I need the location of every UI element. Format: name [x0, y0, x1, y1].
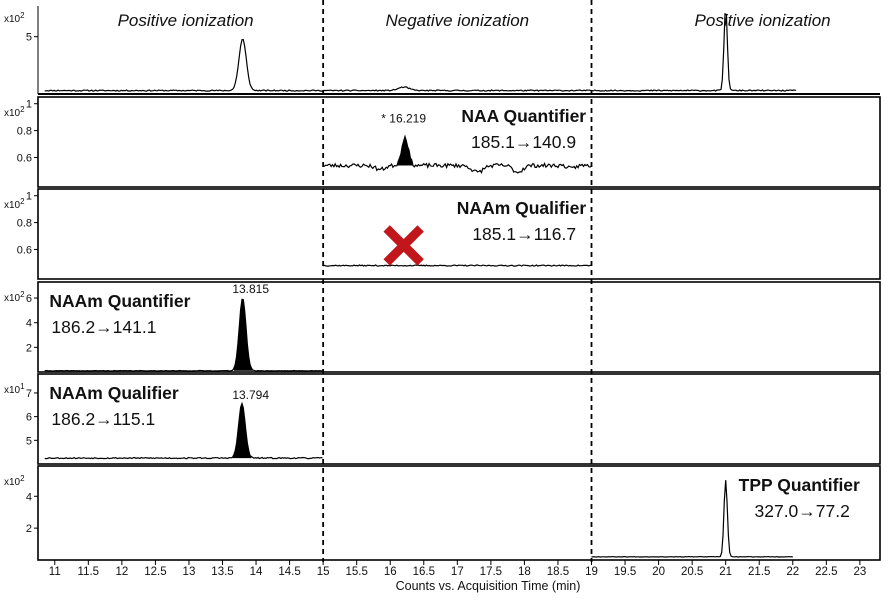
trace-line	[591, 480, 793, 558]
x-tick-label: 18	[518, 566, 531, 578]
x-tick-label: 14	[250, 566, 263, 578]
trace-title: TPP Quantifier	[739, 475, 860, 495]
integrated-peak-area	[232, 403, 252, 459]
x-tick-label: 14.5	[278, 566, 300, 578]
y-multiplier: x102	[4, 290, 25, 304]
y-tick-label: 7	[26, 388, 32, 400]
x-tick-label: 15	[317, 566, 330, 578]
y-tick-label: 0.6	[17, 152, 32, 164]
y-tick-label: 2	[26, 342, 32, 354]
x-tick-label: 18.5	[547, 566, 569, 578]
x-tick-label: 16.5	[413, 566, 435, 578]
y-tick-label: 5	[26, 32, 32, 44]
segment-label: Positive ionization	[118, 11, 254, 30]
x-tick-label: 12	[115, 566, 128, 578]
y-tick-label: 0.8	[17, 218, 32, 230]
x-tick-label: 21	[719, 566, 732, 578]
y-tick-label: 1	[26, 99, 32, 111]
peak-label: * 16.219	[381, 112, 426, 126]
segment-label: Negative ionization	[385, 11, 529, 30]
x-tick-label: 22	[786, 566, 799, 578]
x-tick-label: 11	[49, 566, 61, 578]
panel-frame	[37, 373, 881, 465]
trace-transition: 185.1→140.9	[471, 132, 576, 152]
x-tick-label: 17.5	[480, 566, 502, 578]
segment-label: Positive ionization	[695, 11, 831, 30]
x-tick-label: 21.5	[748, 566, 770, 578]
y-tick-label: 6	[26, 412, 32, 424]
y-tick-label: 4	[26, 318, 32, 330]
y-tick-label: 5	[26, 435, 32, 447]
x-tick-label: 20.5	[681, 566, 703, 578]
trace-title: NAAm Qualifier	[457, 198, 587, 218]
trace-transition: 327.0→77.2	[755, 501, 850, 521]
y-tick-label: 2	[26, 523, 32, 535]
trace-line	[322, 264, 592, 267]
y-multiplier: x102	[4, 11, 25, 25]
x-tick-label: 11.5	[78, 566, 100, 578]
y-tick-label: 1	[26, 191, 32, 203]
peak-label: 13.815	[232, 282, 269, 296]
y-tick-label: 4	[26, 491, 32, 503]
peak-label: 13.794	[232, 388, 269, 402]
trace-title: NAA Quantifier	[461, 106, 586, 126]
y-multiplier: x102	[4, 474, 25, 488]
panel-frame	[37, 188, 881, 280]
y-multiplier: x102	[4, 105, 25, 119]
y-tick-label: 0.8	[17, 126, 32, 138]
trace-line	[44, 401, 323, 460]
x-tick-label: 15.5	[345, 566, 367, 578]
panel-frame	[37, 465, 881, 561]
trace-title: NAAm Qualifier	[49, 383, 179, 403]
panel-naam-qualifier-negative: x102 1 0.8 0.6 NAAm Qualifier 185.1→116.7	[4, 188, 881, 280]
x-tick-label: 19.5	[614, 566, 636, 578]
panel-naam-quantifier: x102 6 4 2 13.815 NAAm Quantifier 186.2→141.1	[4, 281, 881, 373]
trace-title: NAAm Quantifier	[49, 291, 190, 311]
trace-transition: 185.1→116.7	[472, 224, 576, 244]
x-axis-title: Counts vs. Acquisition Time (min)	[396, 579, 581, 593]
trace-line	[44, 298, 323, 372]
x-tick-label: 17	[451, 566, 464, 578]
x-tick-label: 13.5	[211, 566, 233, 578]
trace-line	[44, 13, 797, 92]
y-tick-label: 6	[26, 293, 32, 305]
panel-naa-quantifier: x102 1 0.8 0.6 * 16.219 NAA Quantifier 185.1→1…	[4, 96, 881, 188]
red-cross-mark	[383, 225, 424, 266]
x-tick-label: 12.5	[144, 566, 166, 578]
x-tick-label: 16	[384, 566, 397, 578]
y-multiplier: x101	[4, 382, 25, 396]
integrated-peak-area	[395, 136, 415, 167]
trace-transition: 186.2→115.1	[51, 409, 155, 429]
panel-frame	[37, 96, 881, 188]
x-tick-label: 23	[853, 566, 866, 578]
trace-transition: 186.2→141.1	[51, 317, 156, 337]
y-multiplier: x102	[4, 197, 25, 211]
panel-frame	[37, 281, 881, 373]
cross-stroke	[383, 225, 424, 266]
trace-line	[322, 134, 592, 174]
x-tick-label: 19	[585, 566, 598, 578]
x-tick-label: 22.5	[815, 566, 837, 578]
x-tick-label: 13	[183, 566, 196, 578]
y-tick-label: 0.6	[17, 244, 32, 256]
x-tick-label: 20	[652, 566, 665, 578]
